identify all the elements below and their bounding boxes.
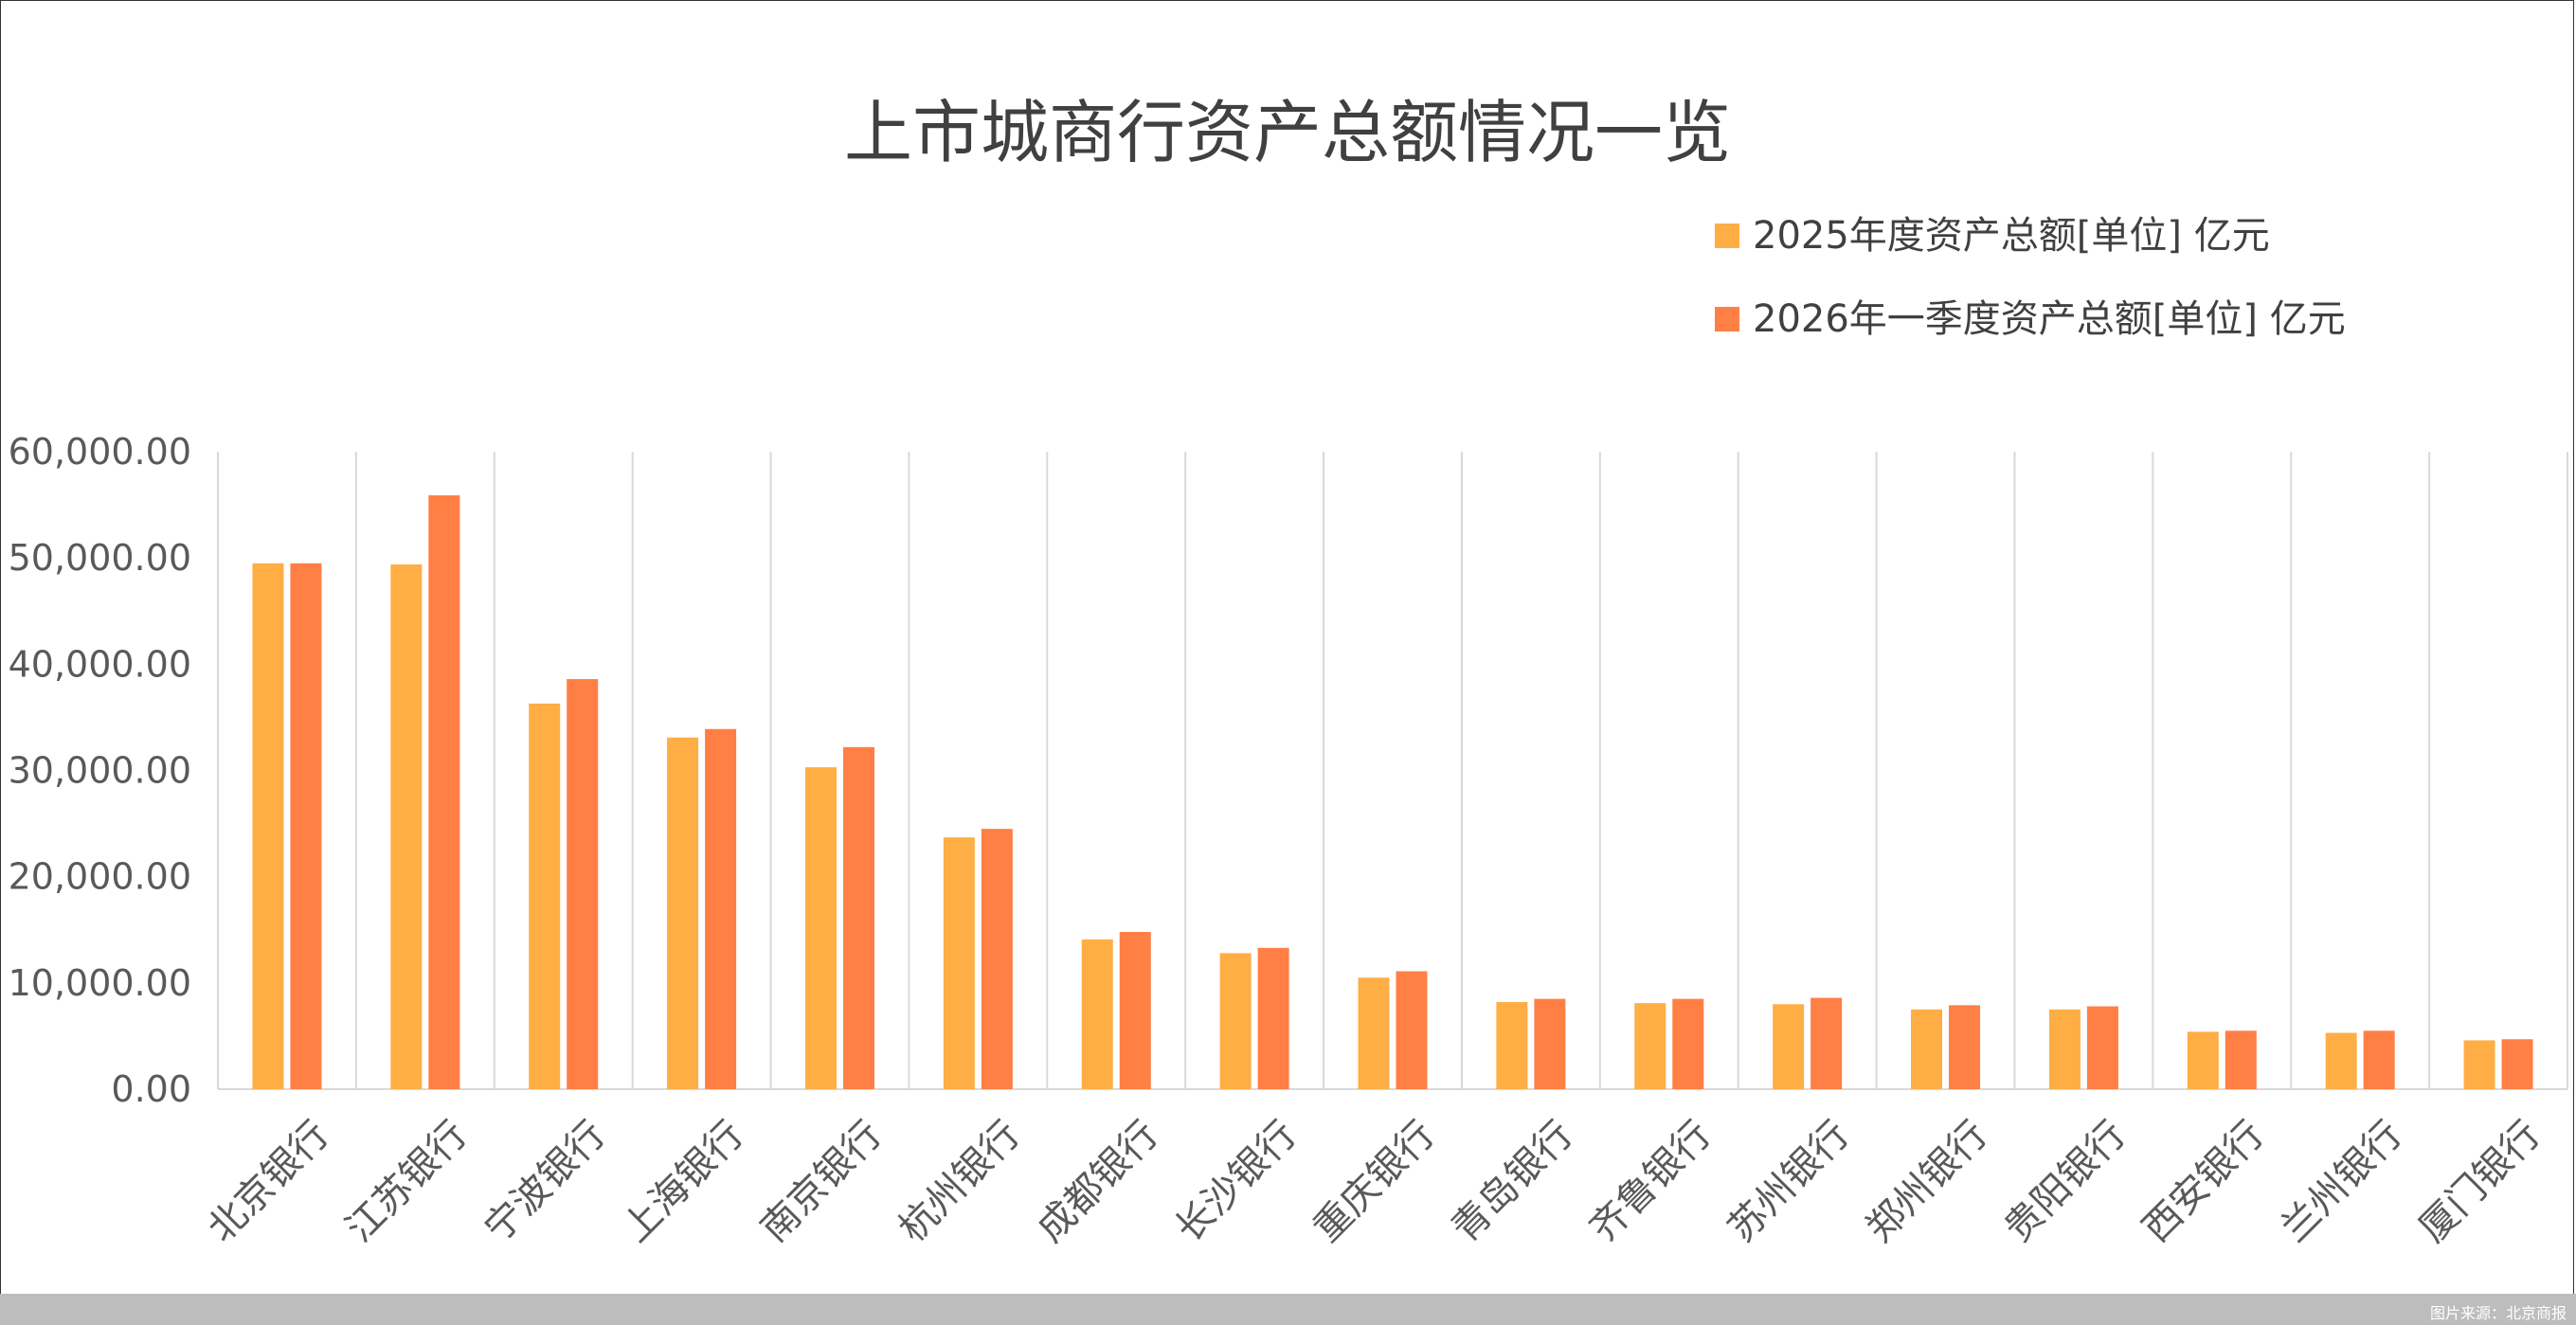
bar-2025 bbox=[667, 737, 699, 1089]
x-axis: 北京银行 江苏银行 宁波银行 上海银行 南京银行 杭州银行 成都银行 长沙银行 重庆银行 青岛银行… bbox=[200, 1113, 2549, 1251]
bar-2026q1 bbox=[290, 563, 322, 1089]
bar-2026q1 bbox=[1396, 971, 1428, 1089]
x-tick-label: 厦门银行 bbox=[2411, 1113, 2549, 1251]
bar-2026q1 bbox=[1810, 997, 1843, 1089]
bar-2026q1 bbox=[705, 728, 737, 1089]
x-tick-label: 上海银行 bbox=[614, 1113, 752, 1251]
bar-2026q1 bbox=[2225, 1030, 2257, 1089]
bar-2026q1 bbox=[1257, 947, 1289, 1089]
image-source-credit: 图片来源：北京商报 bbox=[2429, 1304, 2567, 1322]
y-tick-label: 50,000.00 bbox=[9, 537, 191, 579]
bar-2025 bbox=[252, 563, 284, 1089]
bars bbox=[252, 494, 2533, 1089]
x-tick-label: 杭州银行 bbox=[891, 1113, 1029, 1251]
legend-swatch-0 bbox=[1715, 224, 1739, 248]
bar-2026q1 bbox=[1672, 998, 1704, 1089]
bar-2026q1 bbox=[1949, 1005, 1981, 1089]
bar-2026q1 bbox=[567, 679, 599, 1089]
bar-2025 bbox=[2187, 1031, 2219, 1089]
legend-label-0: 2025年度资产总额[单位] 亿元 bbox=[1753, 214, 2270, 258]
y-tick-label: 30,000.00 bbox=[9, 750, 191, 792]
bar-2026q1 bbox=[2086, 1006, 2118, 1089]
y-tick-label: 20,000.00 bbox=[9, 856, 191, 898]
x-tick-label: 长沙银行 bbox=[1167, 1113, 1306, 1251]
y-tick-label: 60,000.00 bbox=[9, 431, 191, 473]
footer-bar: 图片来源：北京商报 bbox=[0, 1294, 2576, 1325]
y-tick-label: 0.00 bbox=[111, 1068, 191, 1110]
bar-2025 bbox=[1911, 1009, 1943, 1089]
legend-swatch-1 bbox=[1715, 307, 1739, 331]
bar-2025 bbox=[1773, 1004, 1805, 1089]
legend-label-1: 2026年一季度资产总额[单位] 亿元 bbox=[1753, 297, 2346, 341]
bar-2025 bbox=[390, 564, 423, 1089]
y-tick-label: 40,000.00 bbox=[9, 643, 191, 685]
bar-2025 bbox=[2463, 1040, 2495, 1089]
chart-title: 上市城商行资产总额情况一览 bbox=[844, 93, 1731, 172]
bar-2026q1 bbox=[1534, 998, 1566, 1089]
y-tick-label: 10,000.00 bbox=[9, 962, 191, 1004]
legend: 2025年度资产总额[单位] 亿元 2026年一季度资产总额[单位] 亿元 bbox=[1715, 214, 2346, 341]
x-tick-label: 南京银行 bbox=[752, 1113, 891, 1251]
x-tick-label: 贵阳银行 bbox=[1996, 1113, 2135, 1251]
x-tick-label: 重庆银行 bbox=[1306, 1113, 1444, 1251]
bar-2025 bbox=[2325, 1032, 2357, 1089]
bar-2025 bbox=[943, 837, 975, 1089]
bar-2025 bbox=[1358, 977, 1390, 1089]
x-tick-label: 郑州银行 bbox=[1858, 1113, 1996, 1251]
x-tick-label: 齐鲁银行 bbox=[1582, 1113, 1720, 1251]
bar-2025 bbox=[1634, 1003, 1666, 1089]
bar-2026q1 bbox=[428, 494, 460, 1089]
bar-2026q1 bbox=[981, 829, 1013, 1089]
x-tick-label: 江苏银行 bbox=[338, 1113, 477, 1251]
bar-2025 bbox=[1219, 953, 1252, 1089]
bar-2025 bbox=[804, 767, 837, 1089]
bar-2026q1 bbox=[2363, 1030, 2395, 1089]
bar-2026q1 bbox=[842, 746, 874, 1089]
bar-2026q1 bbox=[1119, 931, 1151, 1089]
x-tick-label: 苏州银行 bbox=[1720, 1113, 1858, 1251]
x-tick-label: 兰州银行 bbox=[2273, 1113, 2411, 1251]
bar-2026q1 bbox=[2501, 1039, 2533, 1089]
x-tick-label: 宁波银行 bbox=[476, 1113, 614, 1251]
y-axis: 0.00 10,000.00 20,000.00 30,000.00 40,000.00… bbox=[9, 431, 191, 1110]
x-tick-label: 青岛银行 bbox=[1444, 1113, 1582, 1251]
x-tick-label: 成都银行 bbox=[1029, 1113, 1167, 1251]
x-tick-label: 西安银行 bbox=[2135, 1113, 2273, 1251]
bar-2025 bbox=[1081, 939, 1113, 1089]
gridlines bbox=[217, 452, 2568, 1090]
bar-2025 bbox=[2048, 1009, 2081, 1089]
x-tick-label: 北京银行 bbox=[200, 1113, 338, 1251]
bar-2025 bbox=[1496, 1002, 1528, 1089]
bar-2025 bbox=[529, 703, 561, 1089]
